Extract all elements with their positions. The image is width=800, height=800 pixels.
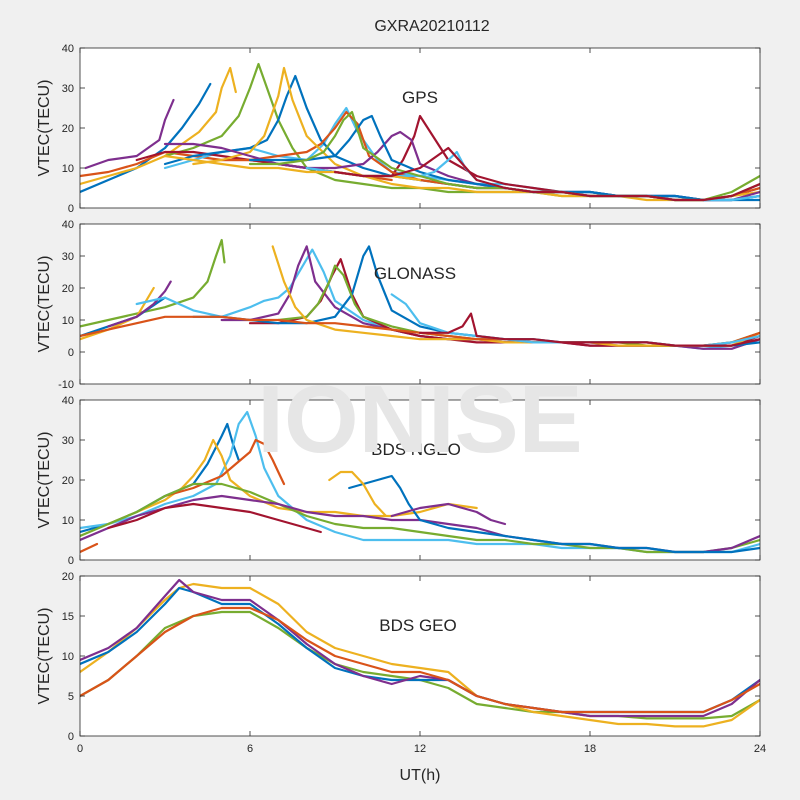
- y-tick-label: 10: [62, 163, 74, 175]
- y-tick-label: 10: [62, 315, 74, 327]
- x-tick-label: 24: [754, 743, 766, 755]
- panel-annotation: GPS: [402, 88, 438, 107]
- x-tick-label: 6: [247, 743, 253, 755]
- y-tick-label: 5: [68, 691, 74, 703]
- series-line-16: [333, 146, 760, 202]
- y-tick-label: 40: [62, 43, 74, 55]
- x-axis-label: UT(h): [400, 767, 441, 784]
- y-tick-label: 10: [62, 651, 74, 663]
- y-tick-label: 10: [62, 515, 74, 527]
- series-line-13: [418, 312, 760, 347]
- series-line-12: [248, 114, 760, 202]
- y-tick-label: -10: [58, 379, 74, 391]
- x-tick-label: 12: [414, 743, 426, 755]
- y-axis-label: VTEC(TECU): [36, 80, 53, 177]
- panel-3: 0 10 20 30 40 VTEC(TECU) BDS NGEO: [36, 395, 761, 567]
- series-line-9: [390, 502, 507, 526]
- series-line-5: [80, 606, 760, 714]
- y-tick-label: 0: [68, 731, 74, 743]
- y-tick-label: 40: [62, 395, 74, 407]
- panel-annotation: BDS NGEO: [371, 440, 461, 459]
- y-tick-label: 30: [62, 435, 74, 447]
- series-group: [80, 578, 760, 728]
- axes-background: [80, 224, 760, 384]
- series-line-2: [80, 582, 760, 728]
- series-line-4: [163, 438, 286, 498]
- panel-2: -10 0 10 20 30 40 VTEC(TECU) GLONASS: [36, 219, 761, 391]
- series-group: [80, 410, 760, 554]
- y-tick-label: 0: [68, 203, 74, 215]
- y-tick-label: 0: [68, 347, 74, 359]
- series-line-11: [80, 542, 99, 554]
- y-axis-label: VTEC(TECU): [36, 432, 53, 529]
- axes-background: [80, 400, 760, 560]
- y-tick-label: 40: [62, 219, 74, 231]
- panel-annotation: GLONASS: [374, 264, 456, 283]
- series-line-10: [192, 66, 760, 202]
- y-tick-label: 0: [68, 555, 74, 567]
- series-line-8: [328, 470, 388, 518]
- x-tick-label: 0: [77, 743, 83, 755]
- axes-background: [80, 48, 760, 208]
- series-line-4: [80, 578, 760, 718]
- y-tick-label: 20: [62, 571, 74, 583]
- series-line-1: [80, 82, 212, 194]
- series-line-4: [84, 98, 175, 170]
- y-tick-label: 20: [62, 475, 74, 487]
- y-tick-label: 15: [62, 611, 74, 623]
- y-axis-label: VTEC(TECU): [36, 608, 53, 705]
- x-tick-label: 18: [584, 743, 596, 755]
- axes-background: [80, 576, 760, 736]
- watermark: IONISE: [257, 366, 582, 473]
- series-line-10: [107, 502, 322, 534]
- series-group: [80, 238, 760, 350]
- panel-4: 0 5 10 15 20 0 6 12 18 24 VTEC(TECU) BDS GEO: [36, 571, 766, 755]
- y-tick-label: 30: [62, 251, 74, 263]
- figure-title: GXRA20210112: [374, 18, 489, 35]
- y-tick-label: 20: [62, 123, 74, 135]
- y-axis-label: VTEC(TECU): [36, 256, 53, 353]
- y-tick-label: 30: [62, 83, 74, 95]
- series-line-1: [80, 238, 226, 328]
- y-tick-label: 20: [62, 283, 74, 295]
- panels: 0 10 20 30 40 VTEC(TECU) GPS -10 0 10 20 30 40 VTEC(T…: [36, 43, 766, 755]
- panel-1: 0 10 20 30 40 VTEC(TECU) GPS: [36, 43, 761, 215]
- series-line-5: [80, 482, 760, 554]
- series-line-4: [107, 280, 172, 328]
- series-line-7: [348, 474, 760, 554]
- panel-annotation: BDS GEO: [379, 616, 456, 635]
- series-group: [80, 62, 760, 202]
